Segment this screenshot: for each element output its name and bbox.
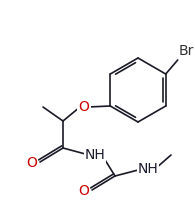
Text: NH: NH — [85, 148, 105, 162]
Text: O: O — [78, 184, 89, 198]
Text: O: O — [79, 100, 90, 114]
Text: Br: Br — [179, 44, 194, 58]
Text: NH: NH — [138, 162, 158, 176]
Text: O: O — [26, 156, 37, 170]
